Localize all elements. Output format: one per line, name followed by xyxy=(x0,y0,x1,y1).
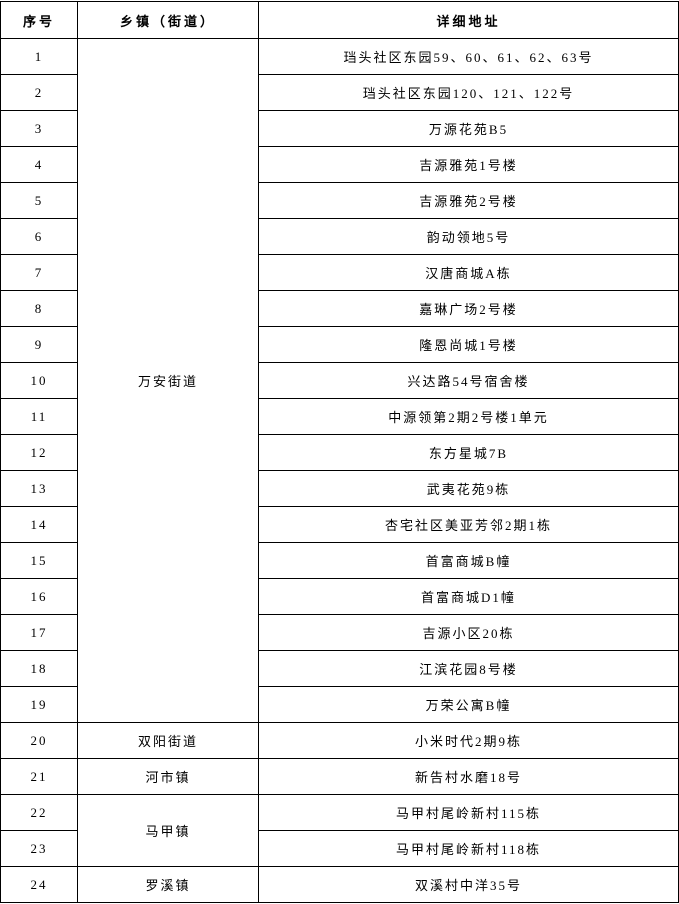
table-body: 1 万安街道 珰头社区东园59、60、61、62、63号 2 珰头社区东园120、121… xyxy=(0,38,679,903)
table-row: 1 万安街道 珰头社区东园59、60、61、62、63号 xyxy=(0,38,679,723)
table-row: 22 马甲镇 马甲村尾岭新村115栋 xyxy=(0,794,679,867)
cell-address: 兴达路54号宿舍楼 xyxy=(258,362,679,399)
header-no: 序号 xyxy=(0,1,78,39)
cell-address: 吉源小区20栋 xyxy=(258,614,679,651)
cell-no: 14 xyxy=(0,506,78,543)
table-row: 16 首富商城D1幢 xyxy=(0,578,679,615)
cell-no: 19 xyxy=(0,686,78,723)
table-row: 11 中源领第2期2号楼1单元 xyxy=(0,398,679,435)
cell-no: 7 xyxy=(0,254,78,291)
cell-no: 4 xyxy=(0,146,78,183)
cell-address: 嘉琳广场2号楼 xyxy=(258,290,679,327)
cell-no: 9 xyxy=(0,326,78,363)
cell-address: 万荣公寓B幢 xyxy=(258,686,679,723)
table-row: 18 江滨花园8号楼 xyxy=(0,650,679,687)
header-row: 序号 乡镇（街道） 详细地址 xyxy=(0,1,679,39)
cell-no: 13 xyxy=(0,470,78,507)
table-row: 20 双阳街道 小米时代2期9栋 xyxy=(0,722,679,759)
cell-no: 11 xyxy=(0,398,78,435)
cell-address: 万源花苑B5 xyxy=(258,110,679,147)
cell-town: 万安街道 xyxy=(77,38,259,723)
cell-no: 10 xyxy=(0,362,78,399)
cell-address: 马甲村尾岭新村118栋 xyxy=(258,830,679,867)
table-row: 5 吉源雅苑2号楼 xyxy=(0,182,679,219)
cell-address: 珰头社区东园120、121、122号 xyxy=(258,74,679,111)
cell-no: 8 xyxy=(0,290,78,327)
table-row: 7 汉唐商城A栋 xyxy=(0,254,679,291)
cell-no: 24 xyxy=(0,866,78,903)
table-row: 9 隆恩尚城1号楼 xyxy=(0,326,679,363)
cell-no: 1 xyxy=(0,38,78,75)
cell-no: 17 xyxy=(0,614,78,651)
table-row: 13 武夷花苑9栋 xyxy=(0,470,679,507)
cell-address: 中源领第2期2号楼1单元 xyxy=(258,398,679,435)
header-address: 详细地址 xyxy=(258,1,679,39)
cell-no: 18 xyxy=(0,650,78,687)
table-row: 12 东方星城7B xyxy=(0,434,679,471)
cell-address: 珰头社区东园59、60、61、62、63号 xyxy=(258,38,679,75)
cell-no: 15 xyxy=(0,542,78,579)
cell-address: 吉源雅苑1号楼 xyxy=(258,146,679,183)
cell-address: 吉源雅苑2号楼 xyxy=(258,182,679,219)
cell-no: 5 xyxy=(0,182,78,219)
cell-no: 2 xyxy=(0,74,78,111)
cell-address: 首富商城B幢 xyxy=(258,542,679,579)
cell-town: 马甲镇 xyxy=(77,794,259,867)
cell-address: 小米时代2期9栋 xyxy=(258,722,679,759)
cell-address: 隆恩尚城1号楼 xyxy=(258,326,679,363)
table-row: 14 杏宅社区美亚芳邻2期1栋 xyxy=(0,506,679,543)
table-row: 21 河市镇 新告村水磨18号 xyxy=(0,758,679,795)
cell-address: 新告村水磨18号 xyxy=(258,758,679,795)
cell-town: 双阳街道 xyxy=(77,722,259,759)
cell-address: 首富商城D1幢 xyxy=(258,578,679,615)
table-row: 3 万源花苑B5 xyxy=(0,110,679,147)
table-row: 4 吉源雅苑1号楼 xyxy=(0,146,679,183)
table-row: 17 吉源小区20栋 xyxy=(0,614,679,651)
cell-no: 23 xyxy=(0,830,78,867)
header-town: 乡镇（街道） xyxy=(77,1,259,39)
cell-no: 3 xyxy=(0,110,78,147)
cell-no: 16 xyxy=(0,578,78,615)
cell-address: 武夷花苑9栋 xyxy=(258,470,679,507)
table-row: 8 嘉琳广场2号楼 xyxy=(0,290,679,327)
cell-address: 汉唐商城A栋 xyxy=(258,254,679,291)
table-row: 19 万荣公寓B幢 xyxy=(0,686,679,723)
cell-address: 双溪村中洋35号 xyxy=(258,866,679,903)
cell-no: 6 xyxy=(0,218,78,255)
cell-no: 21 xyxy=(0,758,78,795)
table-row: 15 首富商城B幢 xyxy=(0,542,679,579)
table-row: 24 罗溪镇 双溪村中洋35号 xyxy=(0,866,679,903)
cell-address: 杏宅社区美亚芳邻2期1栋 xyxy=(258,506,679,543)
cell-no: 22 xyxy=(0,794,78,831)
cell-address: 江滨花园8号楼 xyxy=(258,650,679,687)
cell-town: 罗溪镇 xyxy=(77,866,259,903)
cell-no: 12 xyxy=(0,434,78,471)
cell-address: 韵动领地5号 xyxy=(258,218,679,255)
cell-no: 20 xyxy=(0,722,78,759)
cell-address: 东方星城7B xyxy=(258,434,679,471)
cell-address: 马甲村尾岭新村115栋 xyxy=(258,794,679,831)
cell-town: 河市镇 xyxy=(77,758,259,795)
table-row: 6 韵动领地5号 xyxy=(0,218,679,255)
table-row: 23 马甲村尾岭新村118栋 xyxy=(0,830,679,867)
